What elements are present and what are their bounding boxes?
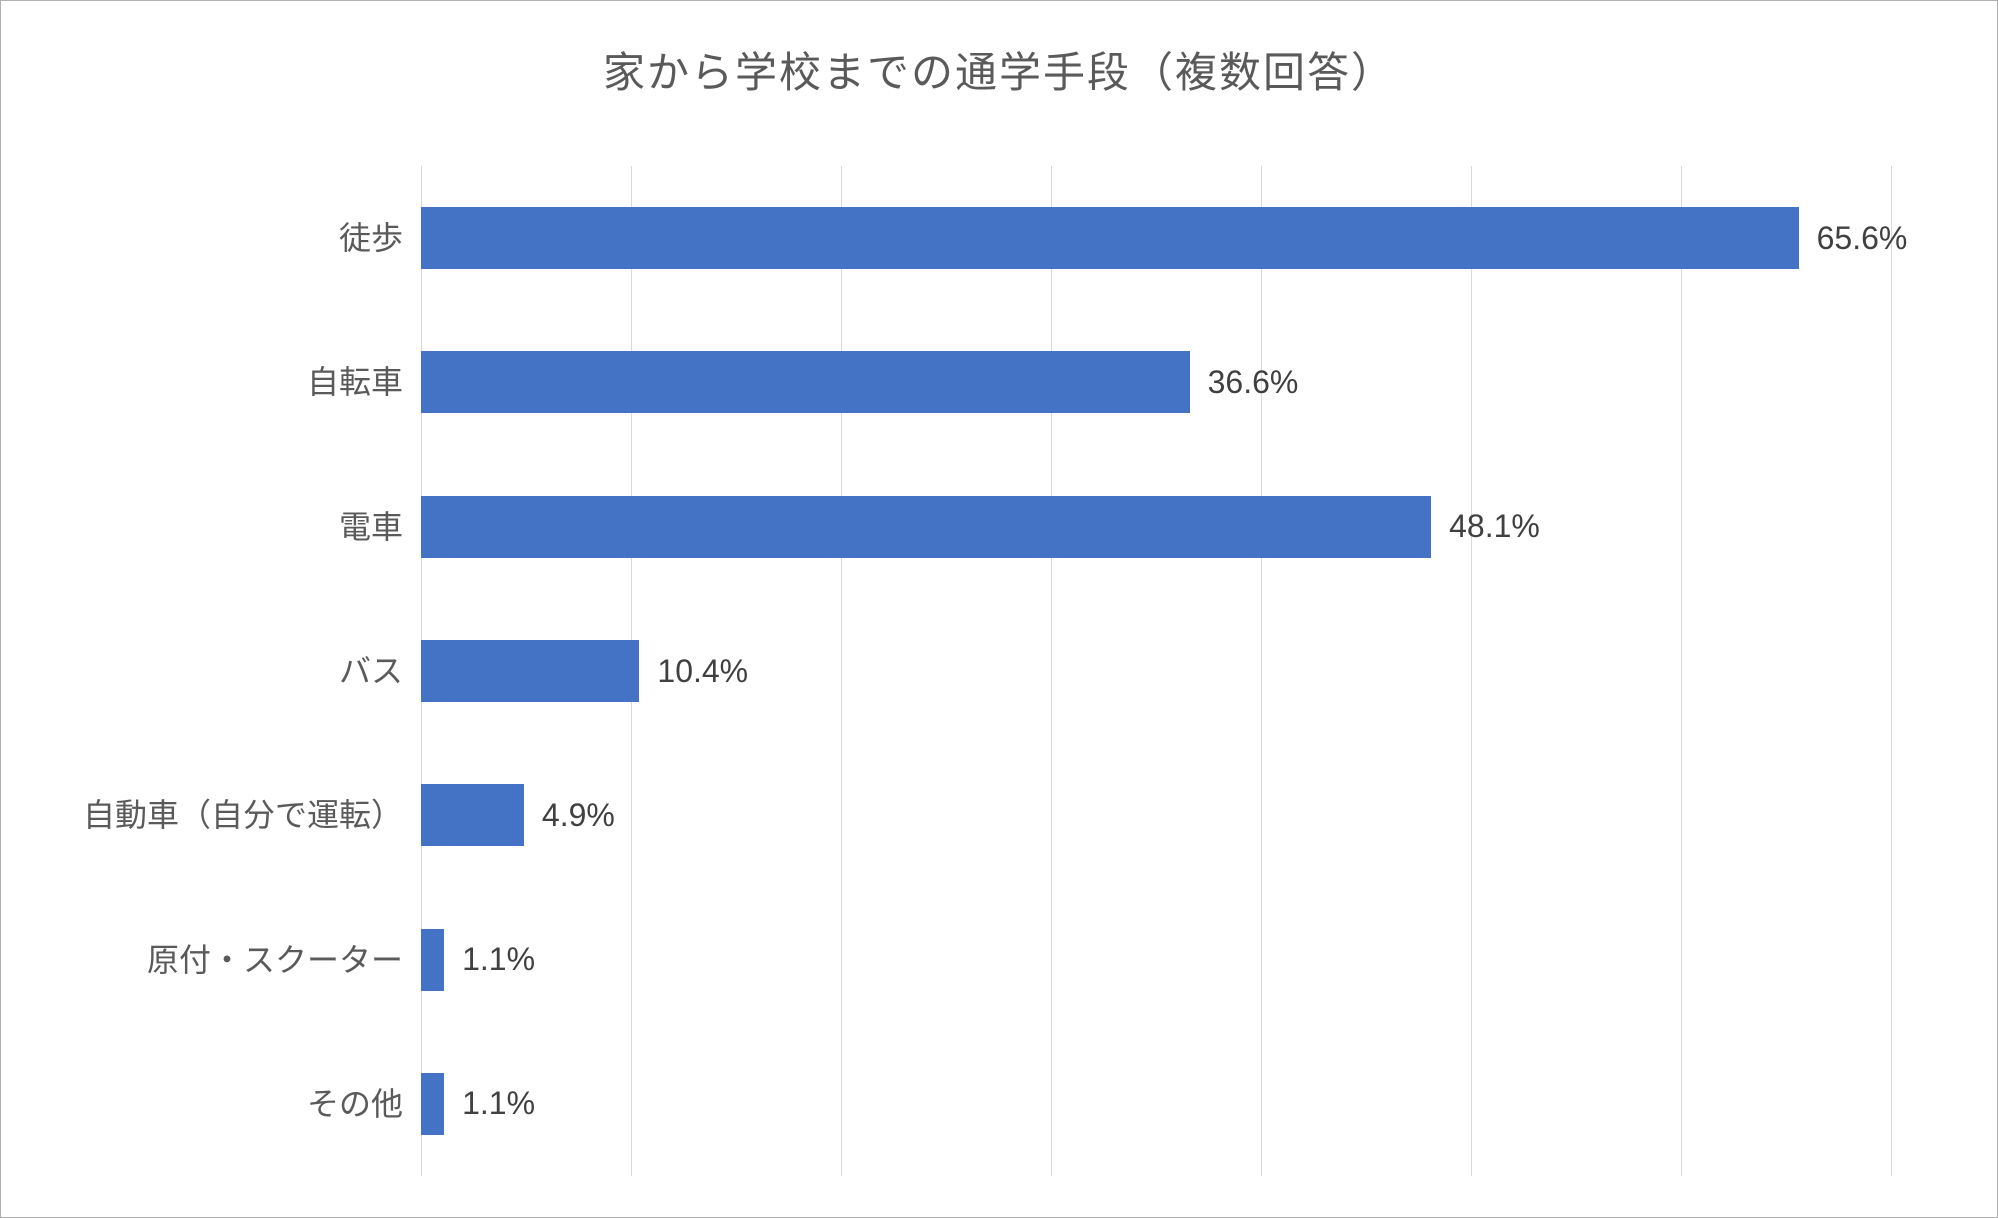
bar: [421, 929, 444, 991]
gridline: [1261, 166, 1262, 1176]
chart-container: 家から学校までの通学手段（複数回答） 徒歩65.6%自転車36.6%電車48.1…: [0, 0, 1998, 1218]
bar-row: その他1.1%: [421, 1073, 535, 1135]
bar-row: 自動車（自分で運転）4.9%: [421, 784, 615, 846]
value-label: 48.1%: [1449, 508, 1540, 545]
value-label: 65.6%: [1817, 220, 1908, 257]
bar: [421, 784, 524, 846]
category-label: 徒歩: [339, 207, 403, 269]
bar: [421, 496, 1431, 558]
category-label: 自転車: [307, 351, 403, 413]
category-label: 原付・スクーター: [147, 929, 403, 991]
plot-area: 徒歩65.6%自転車36.6%電車48.1%バス10.4%自動車（自分で運転）4…: [421, 166, 1891, 1176]
bar-row: バス10.4%: [421, 640, 748, 702]
value-label: 1.1%: [462, 941, 535, 978]
bar-row: 自転車36.6%: [421, 351, 1298, 413]
value-label: 10.4%: [657, 653, 748, 690]
gridline: [1051, 166, 1052, 1176]
bar: [421, 351, 1190, 413]
bar-row: 徒歩65.6%: [421, 207, 1907, 269]
value-label: 1.1%: [462, 1085, 535, 1122]
gridline: [1471, 166, 1472, 1176]
gridline: [1891, 166, 1892, 1176]
bar: [421, 640, 639, 702]
bar-row: 原付・スクーター1.1%: [421, 929, 535, 991]
category-label: 電車: [339, 496, 403, 558]
value-label: 4.9%: [542, 797, 615, 834]
chart-title: 家から学校までの通学手段（複数回答）: [1, 1, 1997, 100]
value-label: 36.6%: [1208, 364, 1299, 401]
category-label: バス: [339, 640, 403, 702]
gridline: [841, 166, 842, 1176]
bar-row: 電車48.1%: [421, 496, 1540, 558]
category-label: 自動車（自分で運転）: [83, 784, 403, 846]
bar: [421, 207, 1799, 269]
category-label: その他: [307, 1073, 403, 1135]
bar: [421, 1073, 444, 1135]
gridline: [1681, 166, 1682, 1176]
